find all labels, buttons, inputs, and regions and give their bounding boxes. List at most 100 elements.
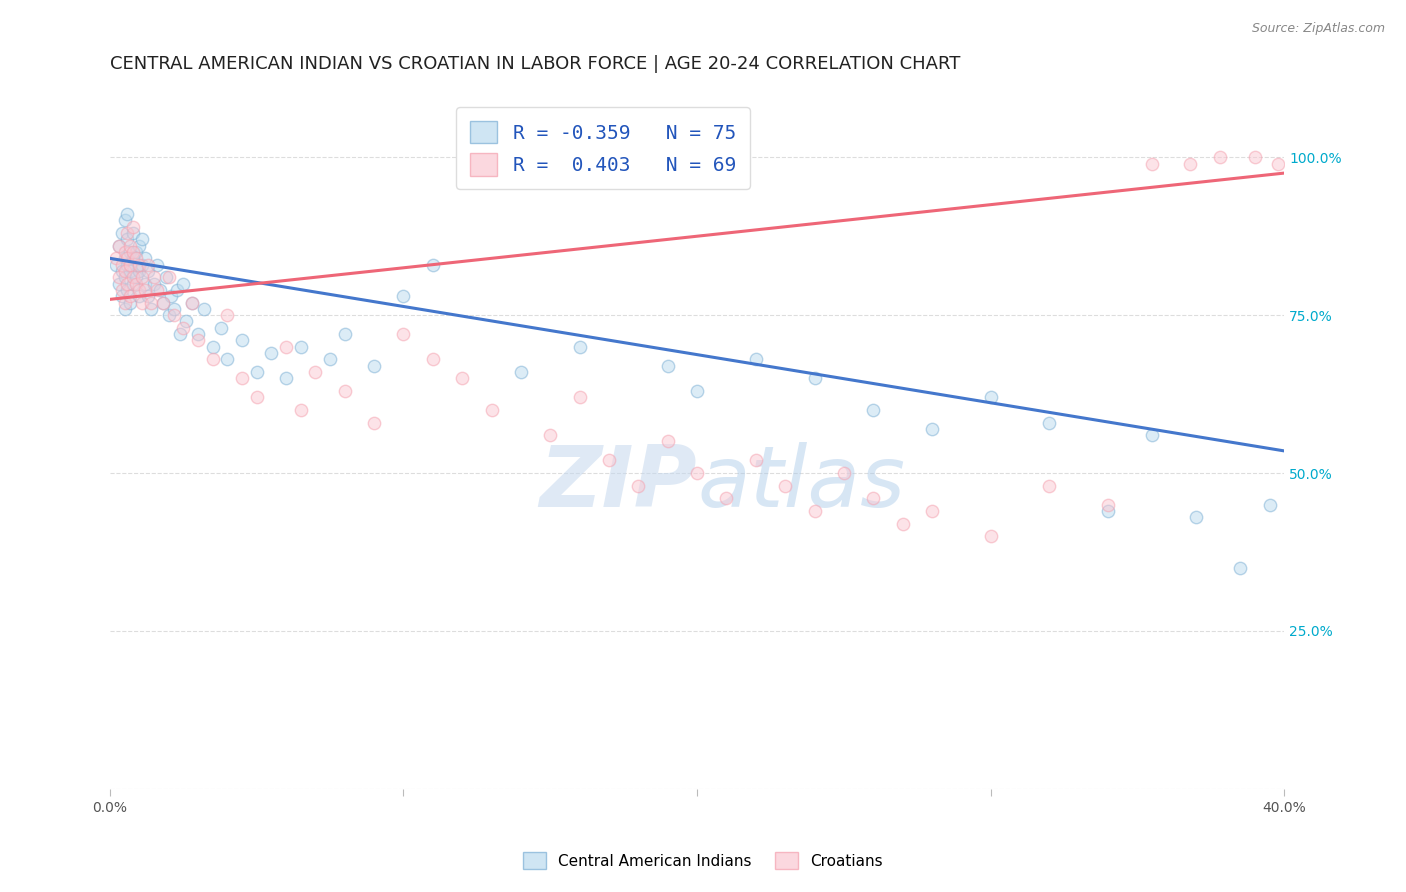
Point xyxy=(142,277,165,291)
Point xyxy=(110,264,132,278)
Point xyxy=(114,301,136,316)
Point xyxy=(128,289,150,303)
Point xyxy=(107,238,129,252)
Point xyxy=(392,327,415,342)
Point xyxy=(114,252,136,266)
Y-axis label: In Labor Force | Age 20-24: In Labor Force | Age 20-24 xyxy=(0,341,8,542)
Point xyxy=(1185,510,1208,524)
Legend: R = -0.359   N = 75, R =  0.403   N = 69: R = -0.359 N = 75, R = 0.403 N = 69 xyxy=(457,107,749,189)
Point xyxy=(163,301,186,316)
Point xyxy=(274,371,297,385)
Point xyxy=(149,283,172,297)
Text: CENTRAL AMERICAN INDIAN VS CROATIAN IN LABOR FORCE | AGE 20-24 CORRELATION CHART: CENTRAL AMERICAN INDIAN VS CROATIAN IN L… xyxy=(110,55,960,73)
Point xyxy=(122,270,145,285)
Point xyxy=(1038,478,1060,492)
Point xyxy=(217,308,239,322)
Point xyxy=(120,238,142,252)
Point xyxy=(481,402,503,417)
Point xyxy=(568,390,591,404)
Point xyxy=(125,270,148,285)
Point xyxy=(160,289,183,303)
Point xyxy=(128,238,150,252)
Point xyxy=(110,258,132,272)
Point xyxy=(319,352,342,367)
Point xyxy=(363,359,385,373)
Point xyxy=(120,245,142,260)
Point xyxy=(139,301,162,316)
Point xyxy=(627,478,650,492)
Text: ZIP: ZIP xyxy=(540,442,697,524)
Point xyxy=(122,252,145,266)
Point xyxy=(122,226,145,240)
Point xyxy=(1258,498,1281,512)
Point xyxy=(422,352,444,367)
Point xyxy=(125,277,148,291)
Point xyxy=(333,384,356,398)
Point xyxy=(114,245,136,260)
Point xyxy=(157,270,180,285)
Point xyxy=(114,264,136,278)
Point xyxy=(136,264,159,278)
Point xyxy=(980,390,1002,404)
Point xyxy=(201,340,224,354)
Point xyxy=(509,365,531,379)
Point xyxy=(142,270,165,285)
Point xyxy=(104,258,127,272)
Point xyxy=(134,277,156,291)
Point xyxy=(174,314,197,328)
Point xyxy=(152,295,174,310)
Point xyxy=(155,270,177,285)
Point xyxy=(392,289,415,303)
Point xyxy=(451,371,474,385)
Point xyxy=(657,434,679,449)
Point xyxy=(568,340,591,354)
Point xyxy=(422,258,444,272)
Point xyxy=(134,252,156,266)
Point xyxy=(117,258,139,272)
Point xyxy=(172,277,194,291)
Point xyxy=(120,295,142,310)
Point xyxy=(107,277,129,291)
Point xyxy=(107,238,129,252)
Point xyxy=(1180,156,1202,170)
Point xyxy=(181,295,204,310)
Point xyxy=(110,226,132,240)
Point xyxy=(114,213,136,227)
Point xyxy=(117,232,139,246)
Point xyxy=(110,289,132,303)
Point xyxy=(891,516,914,531)
Point xyxy=(122,245,145,260)
Point xyxy=(862,402,884,417)
Point xyxy=(538,428,561,442)
Point xyxy=(290,340,312,354)
Point xyxy=(274,340,297,354)
Point xyxy=(136,289,159,303)
Point xyxy=(131,295,153,310)
Point xyxy=(773,478,796,492)
Point xyxy=(125,245,148,260)
Point xyxy=(125,252,148,266)
Text: atlas: atlas xyxy=(697,442,905,524)
Point xyxy=(110,283,132,297)
Point xyxy=(117,207,139,221)
Point xyxy=(921,504,943,518)
Point xyxy=(146,283,169,297)
Point xyxy=(163,308,186,322)
Point xyxy=(333,327,356,342)
Point xyxy=(117,277,139,291)
Point xyxy=(152,295,174,310)
Point xyxy=(598,453,620,467)
Point xyxy=(201,352,224,367)
Point xyxy=(1097,504,1119,518)
Point xyxy=(745,453,768,467)
Point xyxy=(120,264,142,278)
Point xyxy=(246,390,269,404)
Point xyxy=(290,402,312,417)
Point xyxy=(803,371,825,385)
Point xyxy=(157,308,180,322)
Point xyxy=(745,352,768,367)
Point xyxy=(1244,150,1267,164)
Point xyxy=(1209,150,1232,164)
Point xyxy=(128,283,150,297)
Point xyxy=(146,258,169,272)
